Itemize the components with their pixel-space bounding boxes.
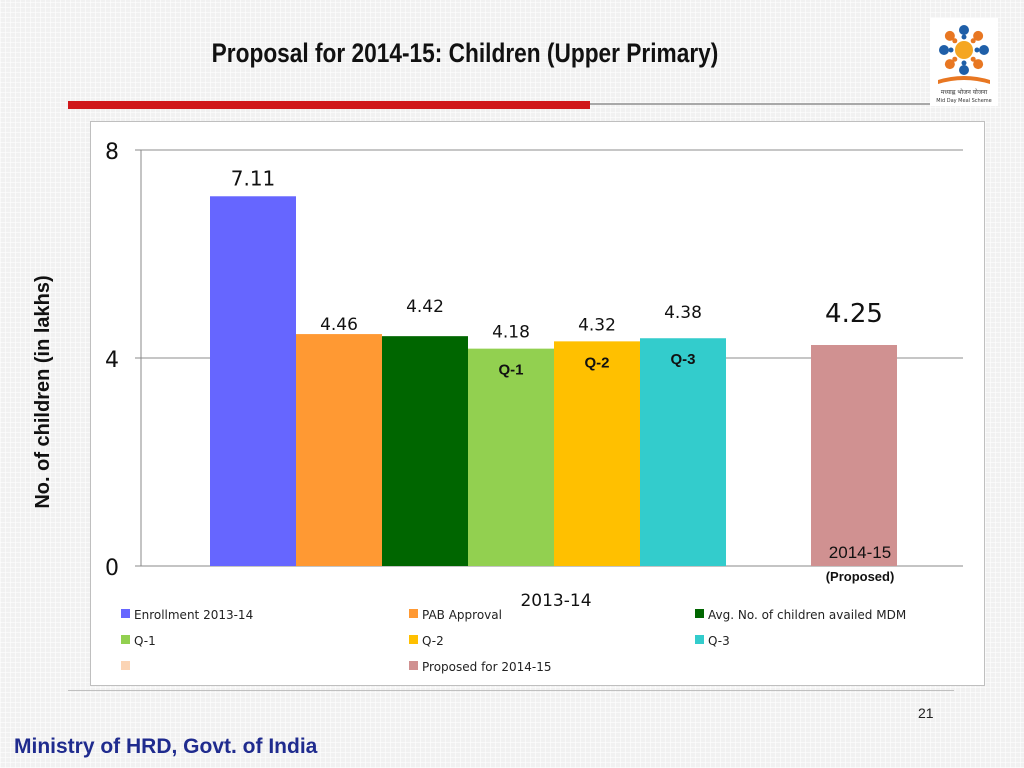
logo-figure-head	[970, 56, 976, 62]
logo-figure-head	[961, 60, 967, 66]
logo-figure	[973, 59, 984, 70]
logo-figure-head	[952, 38, 958, 44]
chart-frame: 0 4 8 7.11 4.46 4.42 4.18 Q-1 4.32 Q-2 4.38 Q-3 4.2…	[32, 121, 985, 686]
x-category-label: 2014-15	[829, 543, 891, 562]
data-label: 4.25	[825, 299, 883, 329]
y-tick-label: 4	[105, 348, 119, 373]
bar-proposed-for-2014-15	[811, 345, 897, 566]
logo-subcaption: Mid Day Meal Scheme	[936, 98, 991, 104]
bar-inner-label: Q-3	[670, 351, 695, 368]
data-label: 4.38	[664, 303, 702, 323]
legend-swatch	[409, 609, 418, 618]
legend-label: Enrollment 2013-14	[134, 608, 253, 622]
data-label: 4.32	[578, 315, 616, 335]
logo-figure-head	[948, 47, 954, 53]
logo-figure	[973, 30, 984, 41]
logo-figure	[944, 59, 955, 70]
title-underline-grey	[590, 103, 930, 105]
legend-swatch	[409, 661, 418, 670]
data-label: 4.42	[406, 297, 444, 317]
legend-label: Avg. No. of children availed MDM	[708, 608, 906, 622]
logo-caption: मध्याह्न भोजन योजना	[941, 88, 988, 96]
logo-figure-head	[952, 56, 958, 62]
logo-figure	[959, 25, 969, 35]
legend-label: Q-3	[708, 634, 730, 648]
legend-label: Q-2	[422, 634, 444, 648]
bar-q-1	[468, 348, 554, 566]
logo-figure-head	[961, 34, 967, 40]
legend-swatch	[695, 609, 704, 618]
legend-label: Proposed for 2014-15	[422, 660, 552, 674]
logo-figure-head	[974, 47, 980, 53]
logo-center	[955, 41, 973, 59]
legend-swatch	[121, 661, 130, 670]
x-category-label: 2013-14	[520, 591, 591, 611]
logo-figure-head	[970, 38, 976, 44]
logo-figure	[979, 45, 989, 55]
bar-inner-label: Q-2	[584, 354, 609, 371]
footer-text: Ministry of HRD, Govt. of India	[14, 735, 318, 758]
legend-swatch	[121, 635, 130, 644]
bar-inner-label: Q-1	[498, 362, 523, 379]
title-underline-red	[68, 101, 590, 109]
bar-q-2	[554, 341, 640, 566]
legend-swatch	[409, 635, 418, 644]
bar-pab-approval	[296, 334, 382, 566]
x-category-sublabel: (Proposed)	[826, 569, 895, 584]
bar-avg-no-of-children-availed-mdm	[382, 336, 468, 566]
bottom-rule	[68, 690, 954, 691]
logo-figure	[939, 45, 949, 55]
y-tick-label: 8	[105, 140, 119, 165]
legend-swatch	[695, 635, 704, 644]
y-axis-label: No. of children (in lakhs)	[32, 275, 54, 508]
y-tick-label: 0	[105, 556, 119, 581]
data-label: 4.46	[320, 315, 358, 335]
bar-q-3	[640, 338, 726, 566]
logo-figure	[959, 65, 969, 75]
slide-title: Proposal for 2014-15: Children (Upper Pr…	[211, 38, 719, 68]
logo-figure	[944, 30, 955, 41]
data-label: 4.18	[492, 323, 530, 343]
bar-enrollment-2013-14	[210, 196, 296, 566]
page-number: 21	[918, 705, 934, 721]
legend-label: Q-1	[134, 634, 156, 648]
mdm-logo-graphic: मध्याह्न भोजन योजना Mid Day Meal Scheme	[936, 25, 992, 104]
legend-label: PAB Approval	[422, 608, 502, 622]
data-label: 7.11	[231, 166, 276, 190]
bar-chart: 0 4 8 7.11 4.46 4.42 4.18 Q-1 4.32 Q-2 4.38 Q-3 4.2…	[32, 140, 963, 674]
legend-swatch	[121, 609, 130, 618]
mdm-logo: मध्याह्न भोजन योजना Mid Day Meal Scheme	[930, 18, 998, 106]
